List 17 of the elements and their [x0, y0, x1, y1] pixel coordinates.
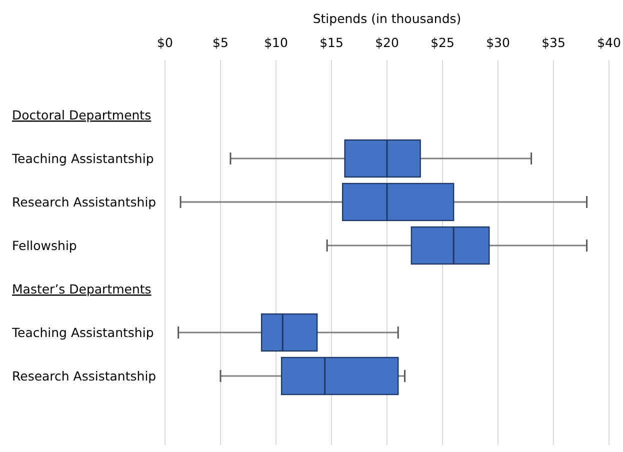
x-tick-label: $0	[157, 35, 173, 50]
x-tick-label: $35	[542, 35, 566, 50]
x-tick-label: $15	[320, 35, 344, 50]
y-tick-label: Research Assistantship	[12, 368, 156, 384]
y-tick-label: Master’s Departments	[12, 282, 152, 296]
x-tick-label: $5	[212, 35, 228, 50]
y-tick-label: Research Assistantship	[12, 194, 156, 210]
x-tick-label: $25	[430, 35, 454, 50]
y-tick-label: Teaching Assistantship	[11, 151, 154, 166]
y-tick-label: Fellowship	[12, 238, 77, 253]
x-tick-label: $40	[597, 35, 621, 50]
x-tick-label: $20	[375, 35, 399, 50]
x-axis-title: Stipends (in thousands)	[312, 11, 462, 26]
y-tick-label: Teaching Assistantship	[11, 325, 154, 340]
y-tick-label: Doctoral Departments	[12, 108, 152, 122]
x-tick-label: $30	[486, 35, 510, 50]
x-tick-label: $10	[264, 35, 288, 50]
